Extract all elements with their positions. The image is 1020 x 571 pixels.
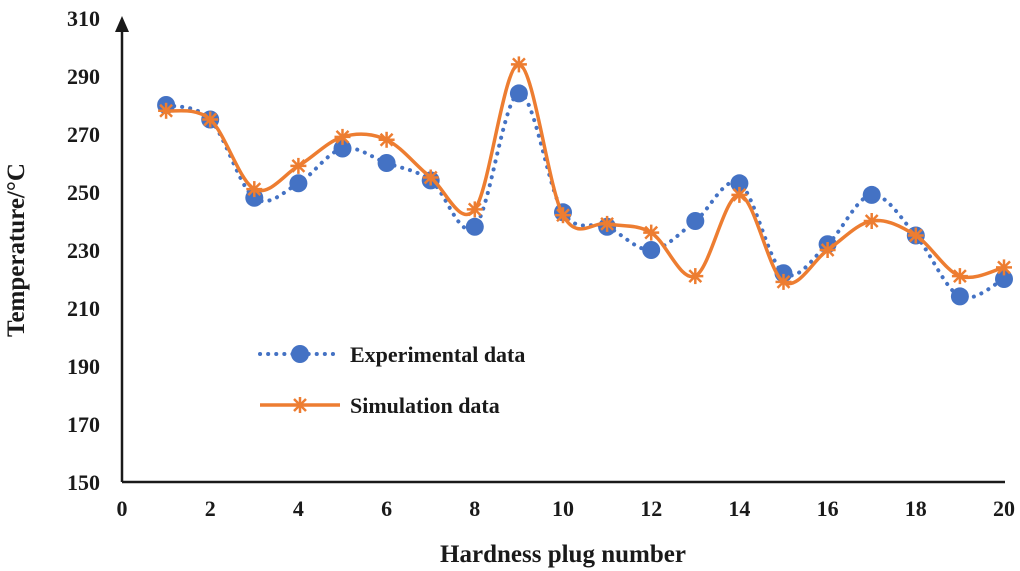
y-axis-arrow xyxy=(115,16,129,32)
data-point-simulation xyxy=(599,215,616,232)
y-tick-label: 170 xyxy=(67,412,100,437)
x-tick-label: 16 xyxy=(817,496,839,521)
y-tick-label: 210 xyxy=(67,296,100,321)
data-point-simulation xyxy=(466,201,483,218)
x-tick-label: 8 xyxy=(469,496,480,521)
legend-marker-simulation xyxy=(292,397,308,413)
data-point-experimental xyxy=(995,270,1013,288)
y-axis-title: Temperature/°C xyxy=(3,163,30,337)
data-point-simulation xyxy=(643,224,660,241)
data-point-experimental xyxy=(642,241,661,259)
legend: Experimental data Simulation data xyxy=(258,342,525,418)
data-point-simulation xyxy=(951,268,968,285)
x-axis-title: Hardness plug number xyxy=(440,541,686,568)
series-layer xyxy=(157,56,1013,306)
data-point-experimental xyxy=(950,287,969,306)
data-point-simulation xyxy=(290,157,307,174)
x-tick-label: 2 xyxy=(205,496,216,521)
data-point-simulation xyxy=(202,111,219,128)
y-tick-label: 270 xyxy=(67,122,100,147)
data-point-experimental xyxy=(465,217,484,236)
data-point-experimental xyxy=(289,174,308,193)
axes xyxy=(115,16,1005,484)
data-point-simulation xyxy=(731,186,748,203)
data-point-simulation xyxy=(510,56,527,73)
series-line-simulation xyxy=(165,62,1005,286)
y-tick-label: 150 xyxy=(67,470,100,495)
data-point-simulation xyxy=(687,268,704,285)
data-point-simulation xyxy=(334,128,351,145)
data-point-simulation xyxy=(775,273,792,290)
x-tick-label: 18 xyxy=(905,496,927,521)
legend-item-experimental: Experimental data xyxy=(258,342,525,367)
data-point-experimental xyxy=(730,174,749,193)
legend-marker-experimental xyxy=(291,345,309,363)
data-point-simulation xyxy=(246,181,263,198)
y-tick-label: 230 xyxy=(67,238,100,263)
x-tick-label: 10 xyxy=(552,496,574,521)
x-tick-labels: 0 2 4 6 8 10 12 14 16 18 20 xyxy=(117,496,1016,521)
data-point-simulation xyxy=(378,131,395,148)
legend-label-simulation: Simulation data xyxy=(350,393,500,418)
y-tick-label: 290 xyxy=(67,64,100,89)
data-point-experimental xyxy=(333,139,352,158)
data-point-simulation xyxy=(555,207,571,224)
data-point-experimental xyxy=(509,84,528,103)
y-tick-label: 190 xyxy=(67,354,100,379)
y-tick-labels: 150 170 190 210 230 250 270 290 310 xyxy=(67,6,100,495)
data-point-simulation xyxy=(422,169,439,186)
data-point-simulation xyxy=(819,242,836,258)
x-tick-label: 4 xyxy=(293,496,304,521)
x-tick-label: 12 xyxy=(640,496,662,521)
data-point-simulation xyxy=(158,102,175,119)
x-tick-label: 6 xyxy=(381,496,392,521)
y-tick-label: 310 xyxy=(67,6,100,31)
x-tick-label: 20 xyxy=(993,496,1015,521)
data-point-experimental xyxy=(377,154,396,172)
data-point-simulation xyxy=(863,213,880,229)
y-tick-label: 250 xyxy=(67,180,100,205)
x-tick-label: 14 xyxy=(728,496,750,521)
x-tick-label: 0 xyxy=(117,496,128,521)
data-point-simulation xyxy=(907,227,924,244)
data-point-simulation xyxy=(996,259,1012,276)
data-point-experimental xyxy=(686,212,705,230)
legend-label-experimental: Experimental data xyxy=(350,342,525,367)
data-point-experimental xyxy=(862,185,881,204)
series-line-experimental xyxy=(164,91,1006,300)
legend-item-simulation: Simulation data xyxy=(260,393,500,418)
